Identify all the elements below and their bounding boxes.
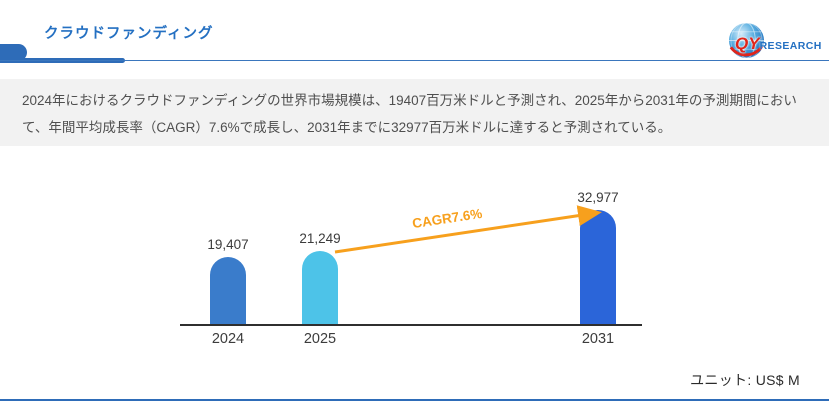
summary-band: 2024年におけるクラウドファンディングの世界市場規模は、19407百万米ドルと… xyxy=(0,79,829,146)
x-tick-label-2031: 2031 xyxy=(581,331,615,347)
summary-text: 2024年におけるクラウドファンディングの世界市場規模は、19407百万米ドルと… xyxy=(22,93,797,135)
bar-value-label-2024: 19,407 xyxy=(207,237,249,252)
logo-research-text: RESEARCH xyxy=(759,40,822,52)
qyresearch-logo: QY RESEARCH xyxy=(728,22,822,62)
x-axis-line xyxy=(180,324,642,326)
bar-2024 xyxy=(210,257,246,324)
globe-icon xyxy=(728,22,765,59)
bar-group-2025: 21,249 xyxy=(280,231,360,324)
bar-group-2024: 19,407 xyxy=(188,237,268,324)
bar-2025 xyxy=(302,251,338,324)
page-title: クラウドファンディング xyxy=(44,26,214,42)
bar-group-2031: 32,977 xyxy=(558,190,638,324)
bar-2031 xyxy=(580,210,616,324)
logo-wordmark: QY RESEARCH xyxy=(735,34,822,54)
x-tick-label-2025: 2025 xyxy=(303,331,337,347)
bar-value-label-2025: 21,249 xyxy=(299,231,341,246)
header-accent-tab xyxy=(0,44,27,61)
footer-divider xyxy=(0,399,829,401)
logo-qy-text: QY xyxy=(735,34,760,53)
bar-value-label-2031: 32,977 xyxy=(577,190,619,205)
unit-label: ユニット: US$ M xyxy=(690,372,800,388)
x-tick-label-2024: 2024 xyxy=(211,331,245,347)
header-divider xyxy=(0,60,829,61)
cagr-arrow xyxy=(334,205,602,254)
